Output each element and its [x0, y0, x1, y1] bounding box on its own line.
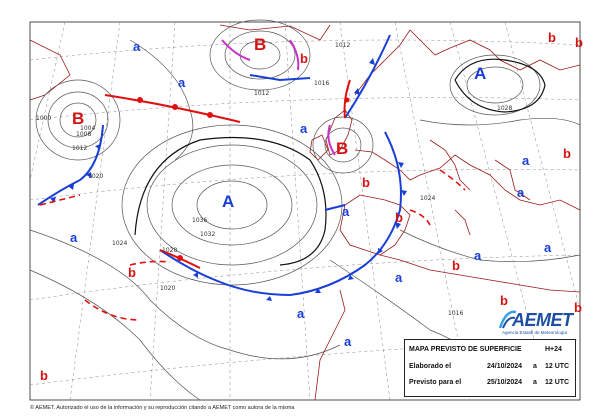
- secondary-low: b: [395, 210, 403, 225]
- isobar-label: 1000: [36, 115, 51, 122]
- isobar-label: 1020: [88, 173, 103, 180]
- high-center: A: [222, 192, 234, 211]
- isobar-label: 1004: [80, 125, 95, 132]
- secondary-high: a: [474, 248, 482, 263]
- map-title: MAPA PREVISTO DE SUPERFICIE: [409, 346, 522, 353]
- secondary-high: a: [342, 204, 350, 219]
- logo-name: AEMET: [512, 310, 573, 330]
- warm-front-bumps: [137, 97, 350, 261]
- isobar-label: 1012: [72, 145, 87, 152]
- isobar-label: 1024: [112, 240, 127, 247]
- isobar-label: 1028: [162, 247, 177, 254]
- isobar-label: 1032: [200, 231, 215, 238]
- forecast-step: H+24: [545, 346, 562, 353]
- secondary-high: a: [395, 270, 403, 285]
- high-center: A: [474, 64, 486, 83]
- secondary-low: b: [500, 293, 508, 308]
- valid-sep: a: [533, 379, 537, 386]
- secondary-low: b: [128, 265, 136, 280]
- coastlines: [29, 24, 581, 401]
- secondary-low: b: [362, 175, 370, 190]
- isobar-label: 1016: [314, 80, 329, 87]
- occluded-fronts: [221, 39, 336, 156]
- secondary-high: a: [344, 334, 352, 349]
- isobar-labels: 1012 1024 1028 1032 1036 1020 1016 1012 …: [36, 42, 512, 317]
- valid-time: 12 UTC: [545, 379, 570, 386]
- isobar-label: 1024: [420, 195, 435, 202]
- low-center: B: [336, 139, 348, 158]
- low-center: B: [254, 35, 266, 54]
- secondary-high: a: [544, 240, 552, 255]
- secondary-high: a: [178, 75, 186, 90]
- secondary-high: a: [300, 121, 308, 136]
- low-center: B: [72, 109, 84, 128]
- secondary-low: b: [548, 30, 556, 45]
- secondary-low: b: [300, 51, 308, 66]
- secondary-high: a: [522, 153, 530, 168]
- isobar-label: 1020: [160, 285, 175, 292]
- secondary-low: b: [452, 258, 460, 273]
- secondary-high: a: [517, 185, 525, 200]
- secondary-high: a: [133, 39, 141, 54]
- secondary-high: a: [297, 306, 305, 321]
- isobar-label: 1008: [76, 131, 91, 138]
- secondary-low: b: [574, 300, 582, 315]
- copyright-footer: © AEMET. Autorizado el uso de la informa…: [30, 405, 295, 411]
- valid-date: 25/10/2024: [487, 379, 523, 386]
- key-isobars: [134, 58, 546, 266]
- cold-fronts: [37, 34, 402, 297]
- isobar-label: 1036: [192, 217, 207, 224]
- isobar-label: 1016: [448, 310, 463, 317]
- elaborated-label: Elaborado el: [409, 363, 452, 370]
- isobar-label: 1012: [254, 90, 269, 97]
- cold-front-barbs: [50, 58, 407, 301]
- secondary-low: b: [40, 368, 48, 383]
- secondary-low: b: [563, 146, 571, 161]
- elaborated-sep: a: [533, 363, 537, 370]
- map-info-box: MAPA PREVISTO DE SUPERFICIE H+24 Elabora…: [404, 339, 576, 397]
- isobar-label: 1028: [497, 105, 512, 112]
- isobar-label: 1012: [335, 42, 350, 49]
- troughs: [39, 169, 466, 321]
- elaborated-time: 12 UTC: [545, 363, 570, 370]
- elaborated-date: 24/10/2024: [487, 363, 523, 370]
- pressure-centers: A A B B B a a a a a a a a a a a a b b b …: [40, 30, 583, 383]
- valid-label: Previsto para el: [409, 379, 462, 386]
- aemet-swoosh-icon: [498, 310, 517, 329]
- aemet-logo: AEMET Agencia Estatal de Meteorología: [498, 308, 578, 338]
- secondary-low: b: [575, 35, 583, 50]
- secondary-high: a: [70, 230, 78, 245]
- logo-subtitle: Agencia Estatal de Meteorología: [502, 330, 568, 335]
